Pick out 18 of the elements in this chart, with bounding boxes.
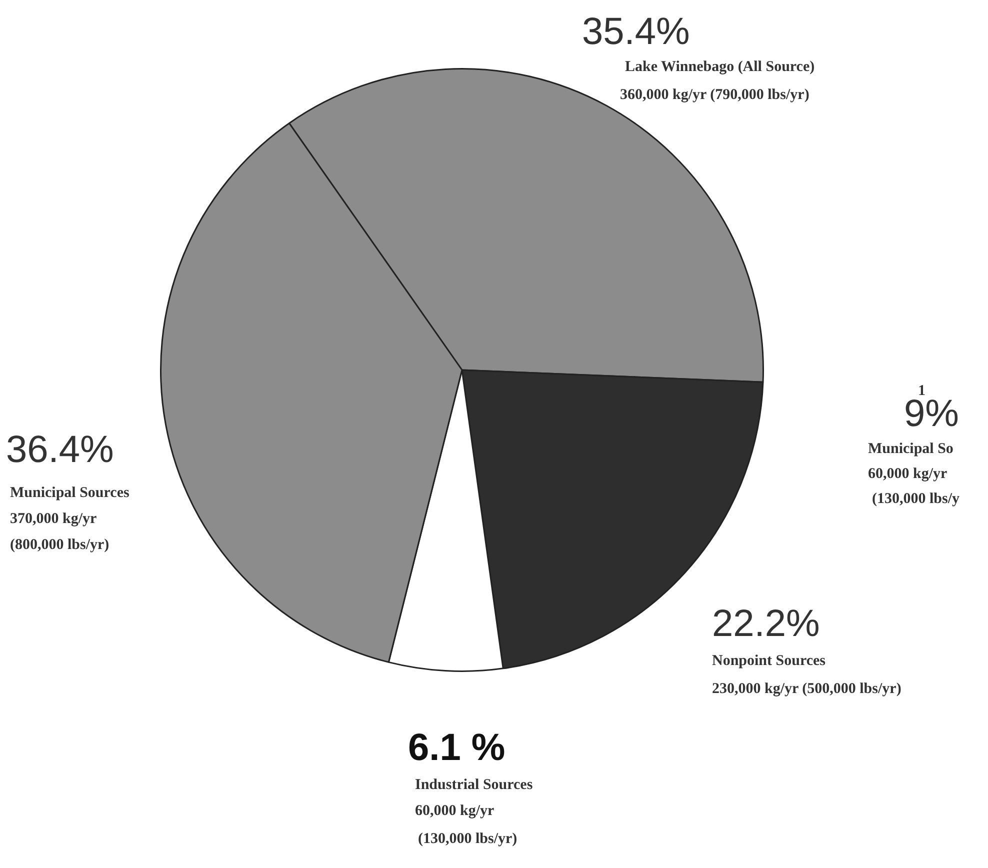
- slice-label: Lake Winnebago (All Source): [625, 58, 815, 76]
- text: 60,000 kg/yr: [415, 802, 494, 820]
- text: 370,000 kg/yr: [10, 510, 97, 528]
- slice-label: Nonpoint Sources: [712, 652, 826, 670]
- data-label: 22.2%: [712, 603, 820, 645]
- data-label: 6.1 %: [408, 727, 506, 769]
- text: 230,000 kg/yr (500,000 lbs/yr): [712, 680, 902, 698]
- slice-label: Industrial Sources: [415, 776, 533, 794]
- text: (130,000 lbs/yr): [418, 830, 518, 848]
- text: (130,000 lbs/y: [872, 490, 960, 508]
- data-label: 35.4%: [582, 11, 690, 53]
- data-label: 36.4%: [6, 429, 114, 471]
- slice-label: Municipal Sources: [10, 484, 130, 502]
- text: 60,000 kg/yr: [868, 465, 948, 483]
- text: (800,000 lbs/yr): [10, 536, 110, 554]
- text: 1: [918, 382, 926, 400]
- text: 360,000 kg/yr (790,000 lbs/yr): [620, 86, 810, 104]
- text: Municipal So: [868, 440, 954, 458]
